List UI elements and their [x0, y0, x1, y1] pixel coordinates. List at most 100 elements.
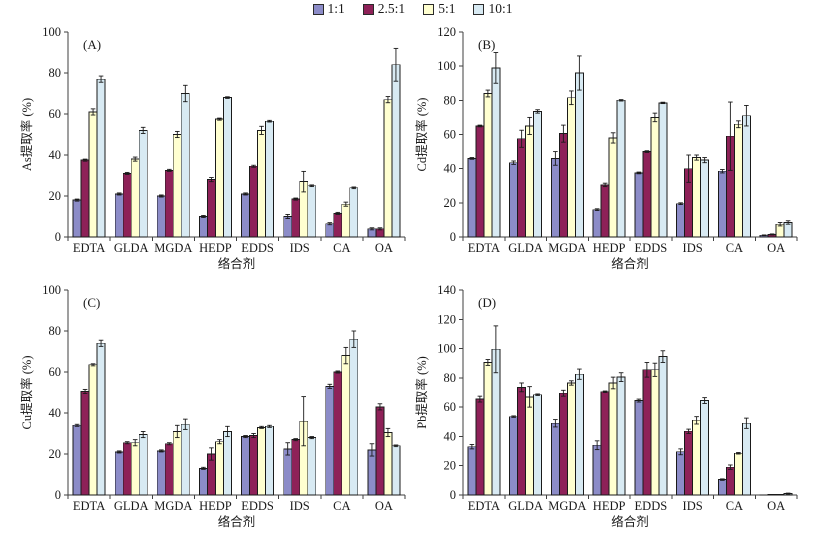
bar-10-1	[658, 102, 668, 238]
x-category-label: GLDA	[114, 499, 149, 513]
legend-label-5-1: 5:1	[438, 1, 456, 16]
x-category-label: CA	[333, 241, 350, 255]
x-category-label: HEDP	[593, 241, 626, 255]
bar-10-1	[96, 78, 106, 238]
bar-1-1	[550, 158, 560, 238]
bar-5-1	[172, 431, 182, 496]
bar-10-1	[138, 129, 148, 238]
x-category-label: HEDP	[199, 499, 232, 513]
bar-5-1	[341, 203, 351, 238]
x-category-label: IDS	[683, 241, 703, 255]
x-category-label: IDS	[290, 241, 310, 255]
y-tick-label: 100	[42, 283, 61, 297]
bar-5-1	[130, 442, 140, 496]
bar-1-1	[634, 172, 644, 238]
x-category-label: EDDS	[241, 241, 274, 255]
bar-2-5-1	[80, 159, 90, 238]
y-axis-title: Cu提取率 (%)	[19, 356, 34, 430]
bar-5-1	[215, 118, 224, 238]
y-tick-label: 120	[437, 25, 456, 39]
bar-5-1	[650, 369, 660, 496]
bar-10-1	[307, 437, 317, 496]
bar-1-1	[283, 448, 293, 496]
x-category-label: CA	[333, 499, 350, 513]
y-tick-label: 60	[444, 128, 457, 142]
x-axis-title: 络合剂	[611, 256, 649, 271]
legend-item-2-5-1: 2.5:1	[362, 1, 405, 17]
x-category-label: OA	[375, 499, 393, 513]
x-category-label: EDTA	[73, 499, 105, 513]
legend-item-5-1: 5:1	[423, 1, 455, 17]
bar-10-1	[223, 431, 232, 496]
x-category-label: OA	[767, 241, 785, 255]
bar-10-1	[349, 187, 359, 238]
bar-1-1	[199, 216, 208, 238]
bar-2-5-1	[475, 398, 485, 496]
bar-10-1	[658, 356, 668, 496]
bar-10-1	[391, 445, 401, 496]
x-category-label: CA	[726, 499, 743, 513]
bar-5-1	[775, 493, 785, 496]
bar-2-5-1	[475, 125, 485, 238]
bar-1-1	[156, 195, 166, 238]
bar-2-5-1	[642, 151, 652, 238]
bar-1-1	[467, 446, 477, 496]
bar-2-5-1	[333, 213, 343, 238]
panel-tag: (A)	[83, 37, 101, 52]
y-tick-label: 60	[49, 107, 62, 121]
bar-1-1	[199, 467, 208, 496]
bar-2-5-1	[122, 173, 132, 238]
y-tick-label: 80	[49, 66, 62, 80]
bar-1-1	[634, 400, 644, 496]
bar-10-1	[783, 222, 793, 238]
bar-10-1	[265, 120, 274, 238]
bar-1-1	[592, 444, 602, 496]
bar-5-1	[383, 432, 393, 496]
y-tick-label: 80	[444, 93, 457, 107]
legend-label-10-1: 10:1	[488, 1, 513, 16]
y-tick-label: 20	[444, 196, 457, 210]
bar-2-5-1	[600, 391, 610, 496]
bar-10-1	[307, 185, 317, 238]
y-tick-label: 40	[49, 148, 62, 162]
bar-5-1	[733, 123, 743, 238]
bar-10-1	[574, 373, 584, 496]
bar-5-1	[692, 419, 702, 496]
bar-2-5-1	[164, 443, 174, 496]
bar-10-1	[491, 67, 501, 238]
bar-10-1	[533, 111, 543, 238]
bar-1-1	[676, 451, 686, 496]
x-category-label: EDDS	[241, 499, 274, 513]
x-category-label: GLDA	[508, 241, 543, 255]
bar-1-1	[367, 449, 377, 496]
bar-1-1	[241, 193, 250, 238]
y-tick-label: 20	[49, 447, 62, 461]
x-category-label: HEDP	[593, 499, 626, 513]
bar-2-5-1	[558, 133, 568, 238]
x-category-label: CA	[726, 241, 743, 255]
bar-1-1	[717, 479, 727, 496]
x-category-label: MGDA	[154, 499, 192, 513]
legend-item-1-1: 1:1	[312, 1, 345, 17]
bar-1-1	[467, 158, 477, 238]
bar-2-5-1	[207, 179, 216, 238]
bar-5-1	[383, 99, 393, 238]
panel-tag: (C)	[83, 295, 100, 310]
legend-label-1-1: 1:1	[327, 1, 345, 16]
bar-2-5-1	[767, 494, 777, 496]
y-tick-label: 20	[444, 459, 457, 473]
bar-5-1	[341, 355, 351, 496]
bar-2-5-1	[517, 138, 527, 238]
bar-10-1	[180, 93, 190, 238]
y-axis-title: Cd提取率 (%)	[414, 98, 429, 172]
legend-swatch-1-1-icon	[312, 3, 324, 15]
bar-10-1	[616, 376, 626, 496]
bar-10-1	[349, 338, 359, 496]
y-tick-label: 80	[49, 324, 62, 338]
x-category-label: EDTA	[468, 499, 500, 513]
bar-1-1	[72, 199, 82, 238]
bar-2-5-1	[684, 430, 694, 496]
bar-2-5-1	[375, 406, 385, 496]
bar-10-1	[700, 400, 710, 496]
